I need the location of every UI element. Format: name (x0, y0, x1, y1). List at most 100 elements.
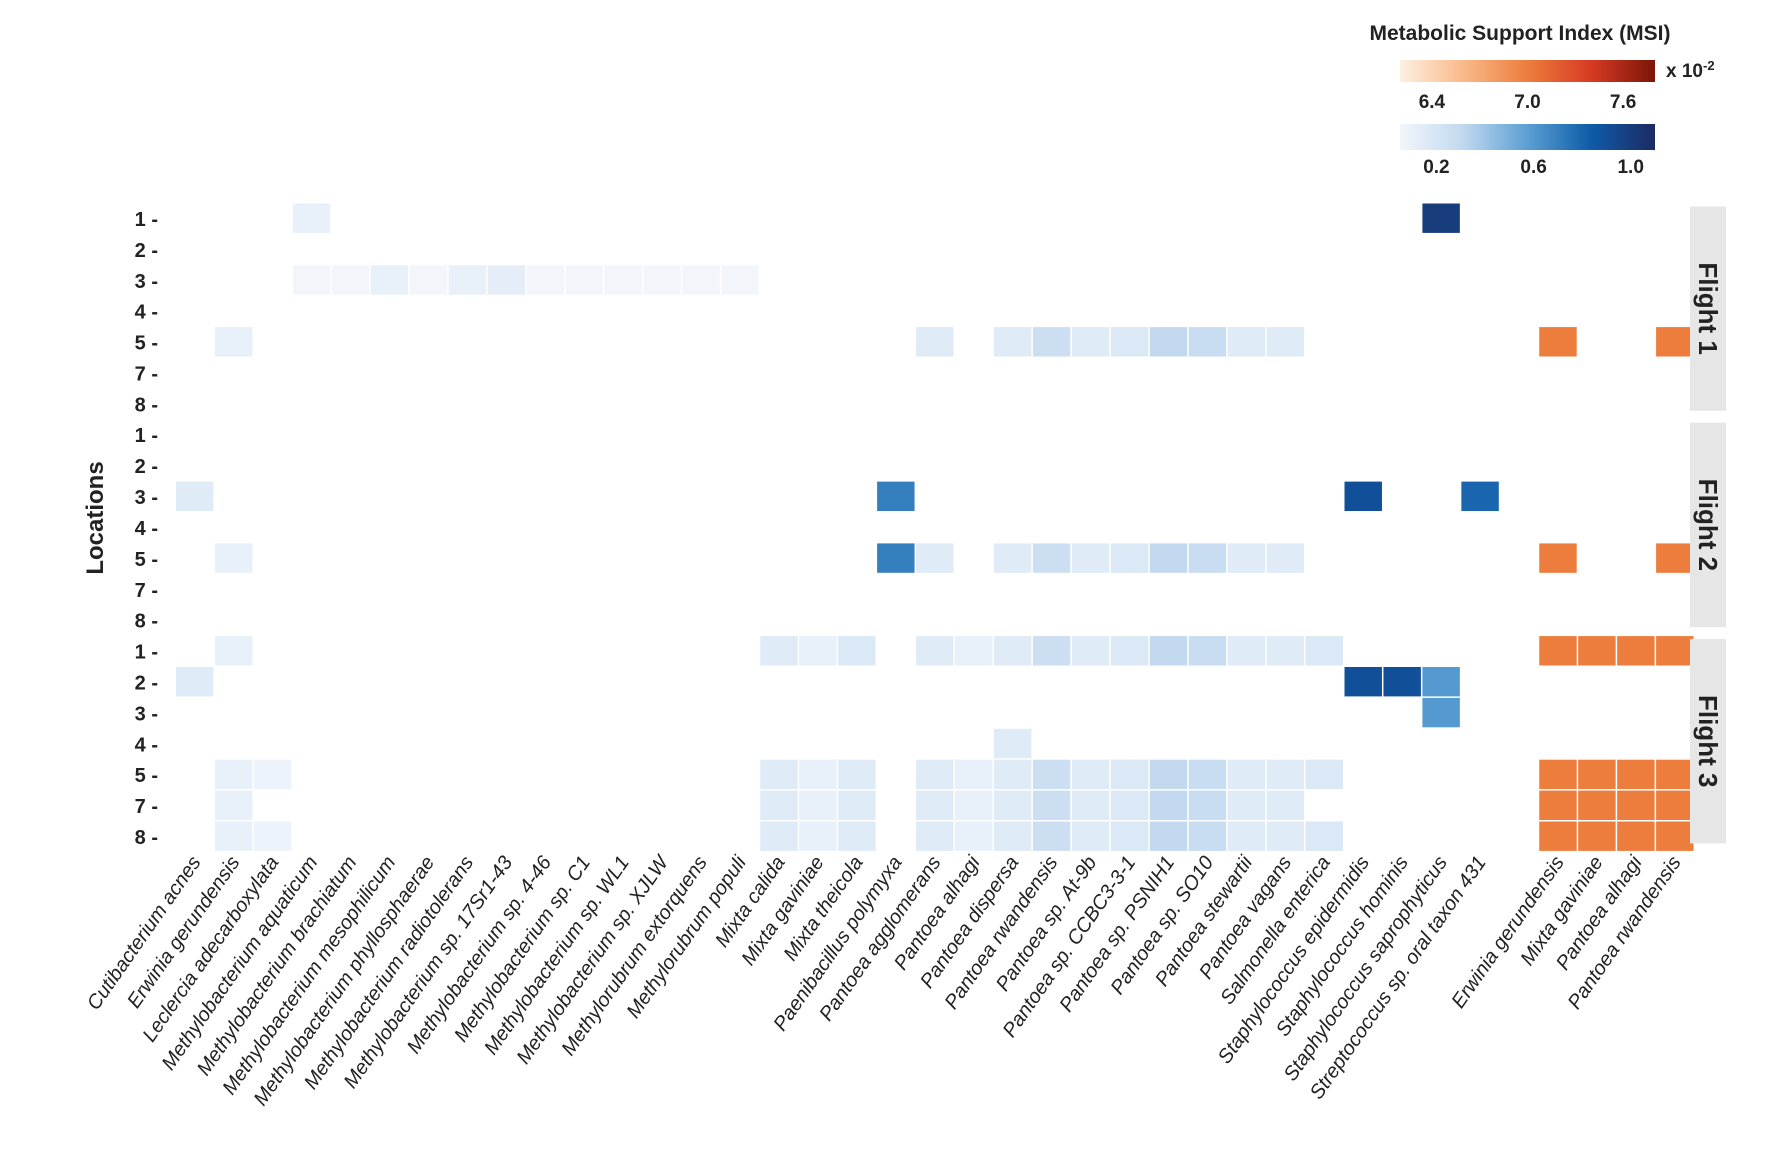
heatmap-cell (176, 667, 214, 697)
heatmap-cell (1188, 821, 1227, 851)
heatmap-cell (1188, 636, 1227, 666)
heatmap-cell (1071, 543, 1110, 573)
heatmap-cell (370, 265, 409, 295)
heatmap-cell (1032, 759, 1071, 790)
heatmap-cell (1188, 543, 1227, 573)
heatmap-cell (1227, 636, 1266, 666)
heatmap-cell (1188, 759, 1227, 790)
heatmap-cell (1071, 759, 1110, 790)
heatmap-cell (1149, 543, 1188, 573)
heatmap-cell (1032, 327, 1071, 357)
heatmap-cell (916, 636, 954, 666)
heatmap-cell (1227, 327, 1266, 357)
row-label: 5 - (135, 765, 158, 787)
legend-title: Metabolic Support Index (MSI) (1369, 22, 1670, 45)
legend-tick-labels: 6.4 7.0 7.6 0.2 0.6 1.0 (1419, 92, 1644, 178)
row-label: 2 - (135, 456, 158, 478)
heatmap-cell (1149, 790, 1188, 820)
facet-label: Flight 1 (1693, 262, 1723, 354)
heatmap-cell (1032, 790, 1071, 820)
heatmap-cell (448, 265, 487, 295)
heatmap-cell (1266, 759, 1305, 790)
heatmap-cell (1266, 543, 1305, 573)
heatmap-cell (993, 636, 1032, 666)
legend-tick-label: 1.0 (1617, 157, 1643, 178)
heatmap-cell (1266, 821, 1305, 851)
facet-strip (1690, 422, 1726, 628)
legend-multiplier: x 10-2 (1666, 58, 1715, 82)
heatmap-cell (1305, 821, 1343, 851)
heatmap-cell (487, 265, 526, 295)
row-label: 2 - (135, 673, 158, 695)
heatmap-cell (682, 265, 720, 295)
heatmap-cell (916, 790, 954, 820)
legend-multiplier-text: x 10 (1666, 61, 1703, 82)
heatmap-cell (760, 636, 798, 666)
heatmap-cell (955, 790, 993, 820)
heatmap-cell (877, 543, 915, 573)
heatmap-cell (214, 821, 253, 851)
row-labels: 1 - 2 - 3 - 4 - 5 - 7 - 8 - 1 - 2 - 3 - 4 - 5 - 7 - 8… (135, 209, 158, 849)
row-label: 2 - (135, 240, 158, 262)
heatmap-cell (838, 821, 876, 851)
heatmap-cell (1422, 697, 1460, 728)
row-label: 5 - (135, 333, 158, 355)
heatmap-cell (176, 481, 214, 511)
legend-tick-label: 7.6 (1610, 92, 1636, 113)
heatmap-cell (1266, 790, 1305, 820)
heatmap-cell (1149, 759, 1188, 790)
heatmap-cell (1578, 636, 1616, 666)
heatmap-cell (1617, 790, 1655, 820)
heatmap-cell (993, 790, 1032, 820)
legend-tick-label: 7.0 (1514, 92, 1540, 113)
heatmap-cell (1539, 327, 1577, 357)
heatmap-cell (1266, 327, 1305, 357)
heatmap-cell (1344, 667, 1382, 697)
heatmap-cell (1149, 327, 1188, 357)
row-label: 4 - (135, 734, 158, 756)
heatmap-cell (1539, 543, 1577, 573)
heatmap-cell (604, 265, 642, 295)
heatmap-cell (1032, 821, 1071, 851)
heatmap-cell (955, 821, 993, 851)
row-label: 7 - (135, 580, 158, 602)
legend-blue-colorbar (1400, 124, 1655, 150)
heatmap-cell (1422, 667, 1460, 697)
heatmap-cell (993, 759, 1032, 790)
heatmap-cell (565, 265, 603, 295)
facet-strip (1690, 206, 1726, 411)
heatmap-cell (1071, 327, 1110, 357)
heatmap-cell (1617, 636, 1655, 666)
row-label: 8 - (135, 394, 158, 416)
heatmap-cell (1422, 203, 1460, 233)
heatmap-cell (1305, 636, 1343, 666)
heatmap-cell (1578, 790, 1616, 820)
heatmap-cell (1461, 481, 1499, 511)
heatmap-cell (331, 265, 370, 295)
heatmap-cells (176, 203, 1694, 851)
facet-strip (1690, 639, 1726, 844)
heatmap-cell (721, 265, 759, 295)
heatmap-cell (1227, 821, 1266, 851)
heatmap-cell (955, 636, 993, 666)
legend: Metabolic Support Index (MSI) x 10-2 6.4… (1369, 22, 1714, 178)
heatmap-cell (799, 790, 837, 820)
heatmap-cell (1110, 636, 1149, 666)
heatmap-cell (916, 327, 954, 357)
row-label: 3 - (135, 487, 158, 509)
heatmap-cell (1617, 759, 1655, 790)
heatmap-cell (760, 821, 798, 851)
heatmap-cell (760, 759, 798, 790)
heatmap-cell (1149, 636, 1188, 666)
heatmap-cell (1071, 821, 1110, 851)
heatmap-cell (1110, 327, 1149, 357)
heatmap-cell (916, 543, 954, 573)
heatmap-cell (214, 636, 253, 666)
heatmap-cell (1656, 790, 1694, 820)
row-label: 7 - (135, 796, 158, 818)
heatmap-cell (1383, 667, 1421, 697)
heatmap-cell (1032, 636, 1071, 666)
heatmap-cell (1227, 543, 1266, 573)
